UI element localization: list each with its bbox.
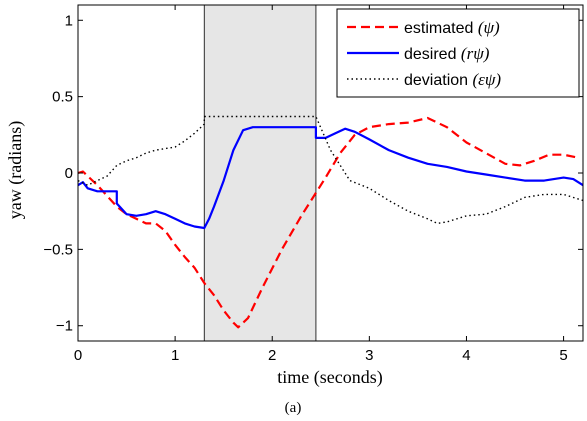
x-tick-label: 5 bbox=[559, 347, 567, 364]
series-line-deviation bbox=[77, 115, 584, 225]
legend-math-estimated: (ψ) bbox=[478, 18, 500, 37]
y-axis-label: yaw (radians) bbox=[5, 121, 26, 219]
y-tick-label: −0.5 bbox=[43, 241, 73, 258]
y-tick-label: 0.5 bbox=[52, 89, 73, 106]
legend-math-desired: (rψ) bbox=[461, 44, 490, 63]
figure-caption: (a) bbox=[285, 400, 302, 416]
series-line-desired bbox=[77, 126, 584, 230]
y-tick-label: 1 bbox=[65, 12, 73, 29]
x-tick-label: 1 bbox=[171, 347, 179, 364]
series-line-estimated bbox=[77, 116, 579, 329]
legend-label-deviation: deviation (εψ) bbox=[404, 70, 501, 89]
x-tick-label: 4 bbox=[462, 347, 470, 364]
legend: estimated (ψ) desired (rψ) deviation (εψ) bbox=[336, 8, 580, 98]
y-tick-label: −1 bbox=[56, 318, 73, 335]
axes-layer: 0 1 2 3 4 5 −1 −0.5 0 0.5 1 bbox=[43, 4, 584, 364]
x-tick-label: 3 bbox=[365, 347, 373, 364]
shaded-region-layer bbox=[203, 4, 317, 342]
x-tick-label: 2 bbox=[268, 347, 276, 364]
legend-label-estimated: estimated (ψ) bbox=[404, 18, 500, 37]
legend-label-desired: desired (rψ) bbox=[404, 44, 490, 63]
y-tick-label: 0 bbox=[65, 165, 73, 182]
x-tick-label: 0 bbox=[74, 347, 82, 364]
shaded-region bbox=[203, 4, 317, 342]
x-axis-label: time (seconds) bbox=[277, 367, 382, 388]
legend-math-deviation: (εψ) bbox=[473, 70, 502, 89]
series-layer bbox=[77, 115, 584, 329]
